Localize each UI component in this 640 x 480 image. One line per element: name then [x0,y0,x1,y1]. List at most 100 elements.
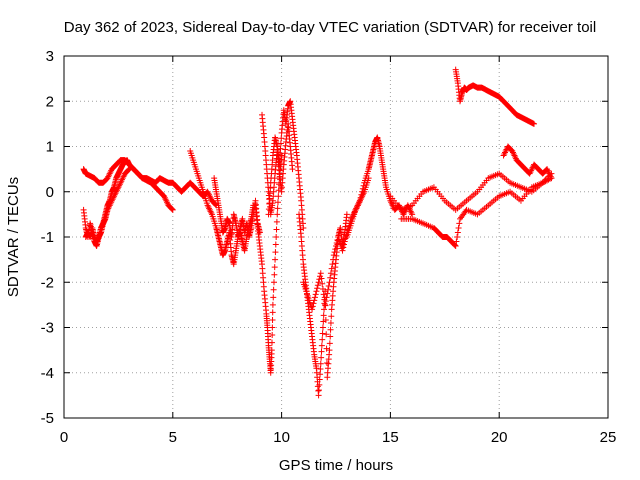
data-point-fill [272,249,279,256]
data-point-fill [329,261,336,268]
data-point-fill [269,332,276,339]
data-point [274,211,281,218]
data-point-fill [272,241,279,248]
data-point-fill [315,387,322,394]
data-point [313,288,320,295]
data-point-fill [318,342,325,349]
data-point-fill [312,291,319,298]
data-point-fill [277,151,284,158]
data-point-fill [322,298,329,305]
data-point-fill [332,246,339,253]
y-tick-label: -3 [41,320,54,337]
data-point [268,347,275,354]
series-dip-branch [82,166,133,245]
series-late-upper [500,143,555,182]
data-point [289,166,296,173]
data-point [326,279,333,286]
data-point-fill [454,229,461,236]
data-point-fill [318,275,325,282]
data-point-fill [454,234,461,240]
data-point [315,392,322,399]
axis-ticks: 0 5 10 15 20 25 -5 -4 -3 -2 -1 0 1 2 3 [41,48,617,446]
data-point-fill [456,220,463,227]
data-point-fill [340,241,347,248]
data-point [452,243,459,250]
series-afternoon-low [398,175,555,250]
data-point-fill [274,205,281,212]
series-crash-11-12h [296,211,350,399]
data-point-fill [327,270,334,277]
data-point-fill [310,300,317,307]
series-early-upper [80,157,176,213]
data-point-fill [323,359,330,366]
data-point-fill [316,376,323,383]
data-point-fill [270,286,277,293]
x-axis-label: GPS time / hours [279,457,393,474]
data-point-fill [358,191,365,198]
data-point-fill [325,286,332,293]
data-point-fill [455,224,462,231]
data-point-fill [341,238,348,245]
data-point-fill [326,340,333,347]
y-tick-label: -2 [41,274,54,291]
data-point-fill [320,291,327,298]
data-point [356,197,363,204]
data-point-fill [451,242,458,249]
data-point [322,301,329,308]
data-point-fill [325,283,332,290]
data-point-fill [314,282,321,289]
data-point-fill [331,249,338,256]
data-point-fill [273,234,280,240]
data-point-fill [314,285,321,292]
data-point-fill [316,381,323,388]
data-point-fill [330,256,337,263]
data-point-fill [125,166,132,173]
series-high-18-21.5h [452,66,538,127]
data-point [169,206,176,213]
data-point-fill [318,348,325,355]
data-point-fill [169,206,176,213]
data-point-fill [278,135,285,142]
series-up-to-14.5h [343,134,416,240]
x-tick-label: 15 [382,429,399,446]
series-rise-10h-b [259,111,296,218]
data-point-fill [328,313,335,320]
data-point-fill [270,279,277,286]
data-point [339,247,346,254]
chart-title: Day 362 of 2023, Sidereal Day-to-day VTE… [64,19,596,36]
data-point [343,211,350,218]
data-point-fill [271,264,278,271]
data-point-fill [323,331,330,338]
y-tick-label: 0 [46,184,54,201]
data-point-fill [315,279,322,286]
data-point-fill [273,218,280,225]
data-point-fill [360,182,367,189]
x-tick-label: 10 [273,429,290,446]
data-point-fill [269,309,276,316]
data-point-fill [311,297,318,304]
data-point-fill [268,339,275,346]
data-point [126,166,133,173]
data-point [317,270,324,277]
x-tick-label: 5 [169,429,177,446]
data-point-fill [277,145,284,152]
data-point-fill [319,336,326,343]
data-point-fill [327,326,334,333]
data-point-fill [319,280,326,287]
data-point [269,301,276,308]
data-point-fill [322,316,329,323]
data-point-fill [327,333,334,340]
data-point-fill [274,199,281,206]
data-point-fill [323,345,330,352]
data-point-fill [323,294,330,301]
data-point-fill [453,238,460,245]
data-point-fill [311,294,318,301]
x-tick-label: 0 [60,429,68,446]
data-point [330,252,337,259]
x-tick-label: 20 [491,429,508,446]
series-rise-10h [265,98,307,231]
data-points [80,66,555,399]
data-point [272,256,279,263]
data-point-fill [333,243,339,250]
